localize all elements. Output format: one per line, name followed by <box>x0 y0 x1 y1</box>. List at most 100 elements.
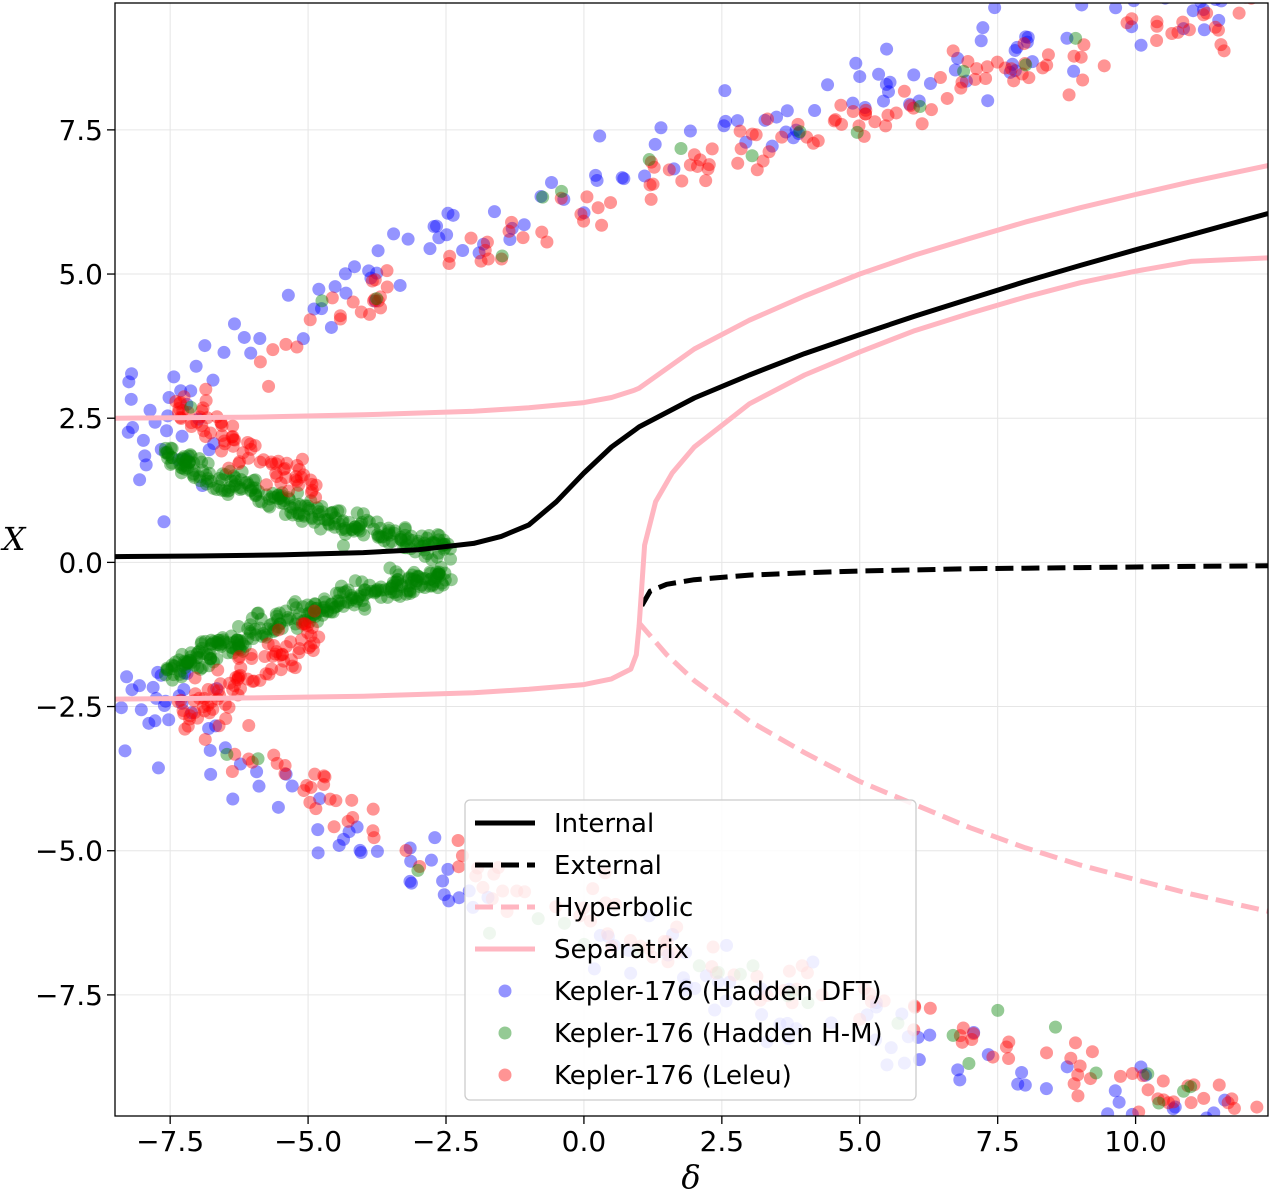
point-leleu <box>1221 1096 1235 1110</box>
point-leleu <box>675 174 689 188</box>
point-hadden-dft <box>115 701 128 715</box>
point-leleu <box>868 115 882 129</box>
point-leleu <box>222 700 236 714</box>
point-hadden-hm <box>204 474 218 488</box>
point-hadden-hm <box>418 571 432 585</box>
point-leleu <box>233 682 247 696</box>
point-hadden-hm <box>405 533 419 547</box>
separatrix-lower-curve <box>115 255 1268 702</box>
point-leleu <box>368 292 382 306</box>
point-hadden-hm <box>946 1028 960 1042</box>
point-hadden-hm <box>374 583 388 597</box>
point-hadden-hm <box>219 468 233 482</box>
point-hadden-hm <box>317 600 331 614</box>
y-tick-label: 2.5 <box>58 402 103 435</box>
point-hadden-hm <box>214 637 228 651</box>
point-leleu <box>232 457 246 471</box>
point-leleu <box>245 755 259 769</box>
plot-frame <box>114 2 1269 1117</box>
point-hadden-hm <box>236 637 250 651</box>
point-hadden-hm <box>228 478 242 492</box>
point-leleu <box>915 117 929 131</box>
legend-label: Kepler-176 (Hadden H-M) <box>554 1019 883 1049</box>
point-leleu <box>970 62 984 76</box>
point-hadden-dft <box>1067 64 1081 78</box>
point-leleu <box>211 684 225 698</box>
point-hadden-dft <box>210 682 224 696</box>
point-hadden-hm <box>336 599 350 613</box>
point-leleu <box>203 426 217 440</box>
point-hadden-dft <box>244 346 258 360</box>
point-leleu <box>1217 44 1231 58</box>
point-hadden-hm <box>223 464 237 478</box>
point-hadden-dft <box>654 121 668 135</box>
point-hadden-hm <box>180 657 194 671</box>
point-hadden-hm <box>165 456 179 470</box>
point-hadden-hm <box>426 578 440 592</box>
point-leleu <box>243 437 257 451</box>
point-hadden-hm <box>347 524 361 538</box>
point-hadden-hm <box>230 633 244 647</box>
point-leleu <box>1017 37 1031 51</box>
point-hadden-hm <box>292 607 306 621</box>
point-hadden-hm <box>175 670 189 684</box>
point-leleu <box>218 697 232 711</box>
point-hadden-hm <box>674 141 688 155</box>
point-hadden-hm <box>1184 1080 1198 1094</box>
point-hadden-hm <box>420 531 434 545</box>
point-hadden-hm <box>434 560 448 574</box>
point-leleu <box>1211 23 1225 37</box>
point-hadden-hm <box>206 481 220 495</box>
point-leleu <box>374 301 388 315</box>
point-hadden-hm <box>246 632 260 646</box>
point-hadden-dft <box>923 77 937 91</box>
point-hadden-hm <box>433 569 447 583</box>
point-hadden-hm <box>161 451 175 465</box>
point-leleu <box>1250 1100 1264 1114</box>
point-hadden-dft <box>758 113 772 127</box>
point-hadden-hm <box>427 573 441 587</box>
point-hadden-hm <box>355 575 369 589</box>
point-hadden-dft <box>175 429 189 443</box>
point-hadden-hm <box>174 466 188 480</box>
point-leleu <box>191 711 205 725</box>
point-hadden-dft <box>1011 1077 1025 1091</box>
point-hadden-hm <box>321 605 335 619</box>
point-hadden-hm <box>429 571 443 585</box>
point-hadden-hm <box>326 605 340 619</box>
point-hadden-hm <box>1019 58 1033 72</box>
point-hadden-hm <box>428 575 442 589</box>
point-leleu <box>1150 34 1164 48</box>
point-hadden-hm <box>260 488 274 502</box>
point-hadden-dft <box>872 67 886 81</box>
point-leleu <box>1018 57 1032 71</box>
point-leleu <box>206 702 220 716</box>
point-hadden-dft <box>545 176 559 190</box>
point-hadden-hm <box>404 529 418 543</box>
point-leleu <box>183 709 197 723</box>
point-leleu <box>215 419 229 433</box>
point-hadden-dft <box>923 1028 937 1042</box>
point-hadden-dft <box>202 722 216 736</box>
point-hadden-hm <box>431 581 445 595</box>
point-hadden-hm <box>203 647 217 661</box>
point-leleu <box>1162 1096 1176 1110</box>
point-leleu <box>232 651 246 665</box>
point-leleu <box>226 683 240 697</box>
point-hadden-hm <box>382 524 396 538</box>
point-hadden-hm <box>430 550 444 564</box>
y-tick-label: −2.5 <box>35 691 103 724</box>
point-hadden-hm <box>178 462 192 476</box>
point-hadden-hm <box>371 530 385 544</box>
legend: Internal External Hyperbolic Separatrix Kepl… <box>464 799 917 1101</box>
point-hadden-hm <box>211 636 225 650</box>
point-hadden-hm <box>247 473 261 487</box>
point-hadden-dft <box>849 56 863 70</box>
point-hadden-dft <box>907 68 921 82</box>
point-leleu <box>295 617 309 631</box>
point-hadden-dft <box>118 744 132 758</box>
point-hadden-hm <box>259 630 273 644</box>
point-leleu <box>540 235 554 249</box>
point-hadden-dft <box>124 392 138 406</box>
point-hadden-hm <box>383 528 397 542</box>
